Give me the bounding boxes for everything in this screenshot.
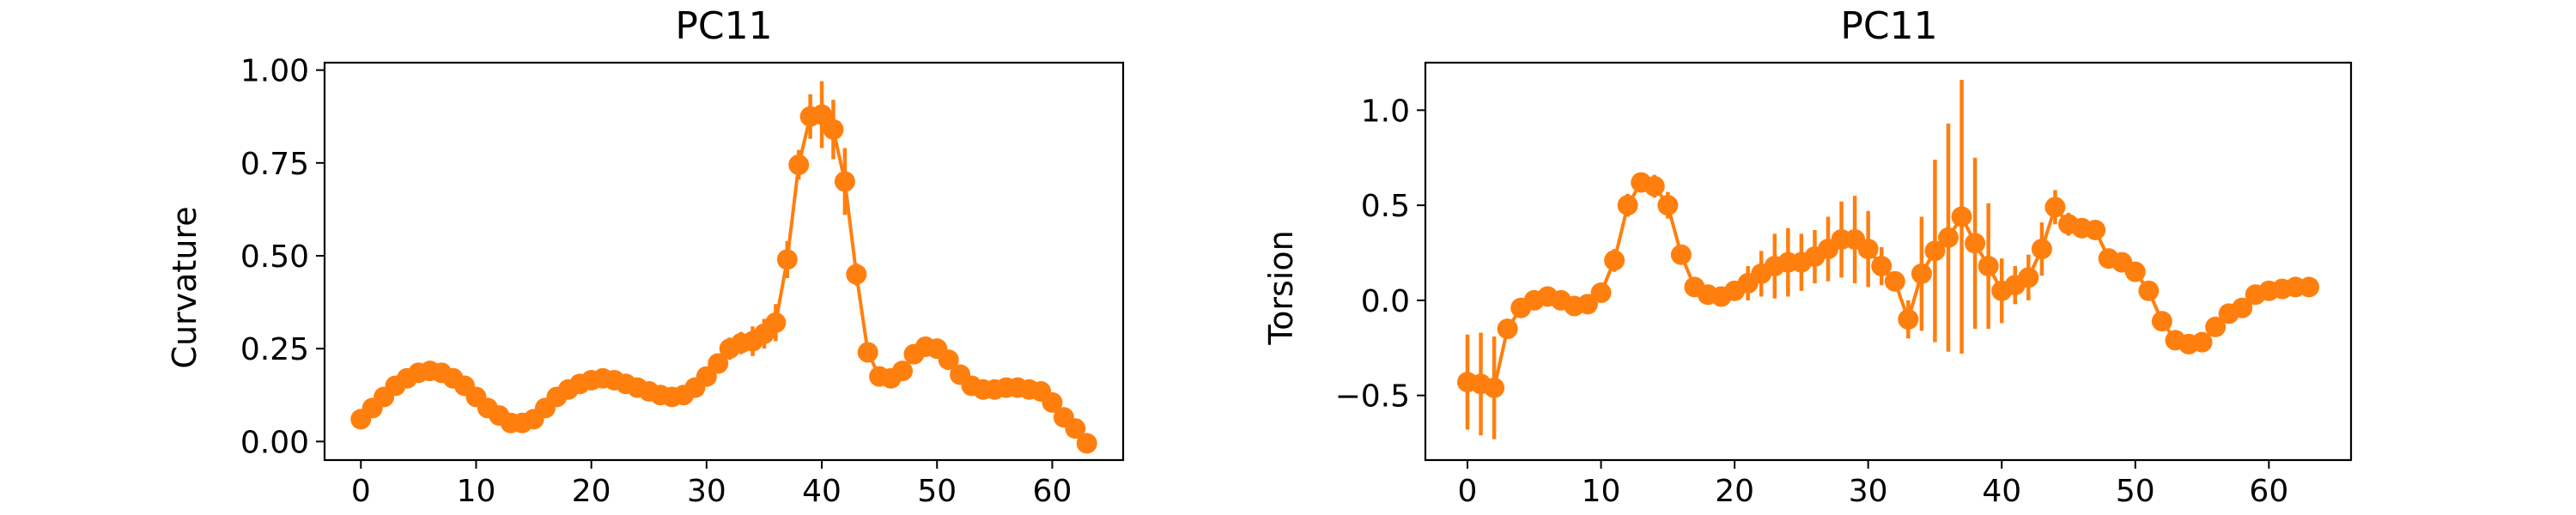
curvature-y-tick-label: 0.00	[240, 425, 309, 460]
torsion-data-point	[1484, 377, 1505, 398]
torsion-y-tick-label: 0.0	[1361, 284, 1410, 319]
torsion-data-point	[2138, 280, 2160, 301]
torsion-data-point	[2232, 297, 2253, 318]
torsion-data-point	[1871, 256, 1893, 277]
torsion-data-point	[1978, 256, 1999, 277]
torsion-data-point	[1884, 270, 1905, 292]
torsion-x-tick-label: 20	[1715, 474, 1754, 509]
curvature-y-tick-label: 0.75	[240, 147, 309, 182]
torsion-data-point	[1617, 195, 1638, 216]
torsion-data-point	[1951, 206, 1972, 227]
torsion-plot-area: 0 10 20 30 40 50 60 −0.5 0.0 0.5 1.0	[1335, 79, 2319, 509]
curvature-x-tick-label: 20	[572, 474, 611, 509]
torsion-panel: PC11 Torsion 0 10 20 30 40 50 60 −0.5 0.0 0.5 1.0	[1262, 4, 2353, 509]
torsion-data-point	[2191, 331, 2213, 353]
curvature-panel: PC11 Curvature 0 10 20 30 40 50 60 0.00 0.25 0.50…	[166, 4, 1125, 509]
torsion-data-point	[2031, 239, 2052, 260]
torsion-data-point	[2299, 276, 2319, 298]
curvature-data-point	[788, 154, 810, 175]
torsion-x-tick-label: 50	[2116, 474, 2155, 509]
torsion-data-point	[1577, 294, 1598, 315]
curvature-data-point	[846, 264, 867, 285]
torsion-data-point	[1643, 175, 1665, 197]
torsion-data-point	[1938, 227, 1959, 248]
torsion-data-point	[1497, 318, 1518, 340]
torsion-y-tick-label: 1.0	[1361, 94, 1410, 129]
curvature-data-point	[765, 312, 787, 333]
curvature-x-tick-label: 60	[1033, 474, 1072, 509]
curvature-axes-frame	[323, 61, 1125, 462]
curvature-x-tick-label: 40	[802, 474, 841, 509]
torsion-data-point	[1590, 282, 1612, 304]
torsion-data-point	[2205, 316, 2227, 337]
torsion-x-tick-label: 30	[1849, 474, 1888, 509]
torsion-x-tick-label: 10	[1582, 474, 1621, 509]
torsion-data-point	[1657, 195, 1679, 216]
torsion-data-point	[2085, 219, 2106, 240]
torsion-data-point	[2018, 267, 2039, 288]
curvature-data-point	[776, 249, 798, 270]
curvature-y-axis-label: Curvature	[166, 206, 204, 368]
curvature-y-tick-label: 0.50	[240, 239, 309, 275]
curvature-plot-area: 0 10 20 30 40 50 60 0.00 0.25 0.50 0.75 1.00	[240, 54, 1097, 509]
curvature-data-point	[1042, 391, 1063, 413]
curvature-panel-title: PC11	[675, 4, 772, 48]
torsion-x-tick-label: 0	[1458, 474, 1478, 509]
curvature-y-tick-label: 0.25	[240, 332, 309, 367]
torsion-data-point	[1670, 244, 1692, 265]
curvature-data-point	[823, 118, 844, 140]
torsion-data-point	[1911, 263, 1932, 284]
curvature-x-tick-label: 0	[351, 474, 371, 509]
curvature-data-point	[708, 353, 729, 374]
curvature-data-point	[938, 349, 959, 371]
torsion-y-tick-label: 0.5	[1361, 189, 1410, 224]
torsion-y-tick-label: −0.5	[1335, 379, 1410, 415]
torsion-data-point	[2151, 311, 2172, 332]
torsion-axes-frame	[1424, 61, 2353, 462]
torsion-data-point	[2044, 197, 2066, 218]
torsion-x-tick-label: 40	[1982, 474, 2021, 509]
torsion-data-point	[1924, 240, 1946, 262]
torsion-data-point	[2124, 261, 2146, 282]
curvature-y-tick-label: 1.00	[240, 54, 309, 89]
curvature-data-point	[892, 360, 914, 382]
torsion-x-tick-label: 60	[2249, 474, 2288, 509]
torsion-data-point	[1604, 250, 1625, 271]
torsion-data-point	[1857, 239, 1879, 260]
torsion-data-point	[1898, 309, 1919, 330]
torsion-data-point	[1965, 233, 1986, 254]
curvature-x-tick-label: 30	[687, 474, 726, 509]
curvature-x-tick-label: 10	[457, 474, 496, 509]
curvature-data-point	[1065, 418, 1086, 439]
curvature-data-point	[857, 342, 878, 363]
curvature-data-point	[834, 171, 855, 192]
curvature-x-tick-label: 50	[917, 474, 957, 509]
torsion-y-axis-label: Torsion	[1262, 230, 1300, 345]
torsion-panel-title: PC11	[1840, 4, 1937, 48]
curvature-data-point	[1076, 433, 1097, 454]
curvature-data-point	[811, 104, 833, 125]
